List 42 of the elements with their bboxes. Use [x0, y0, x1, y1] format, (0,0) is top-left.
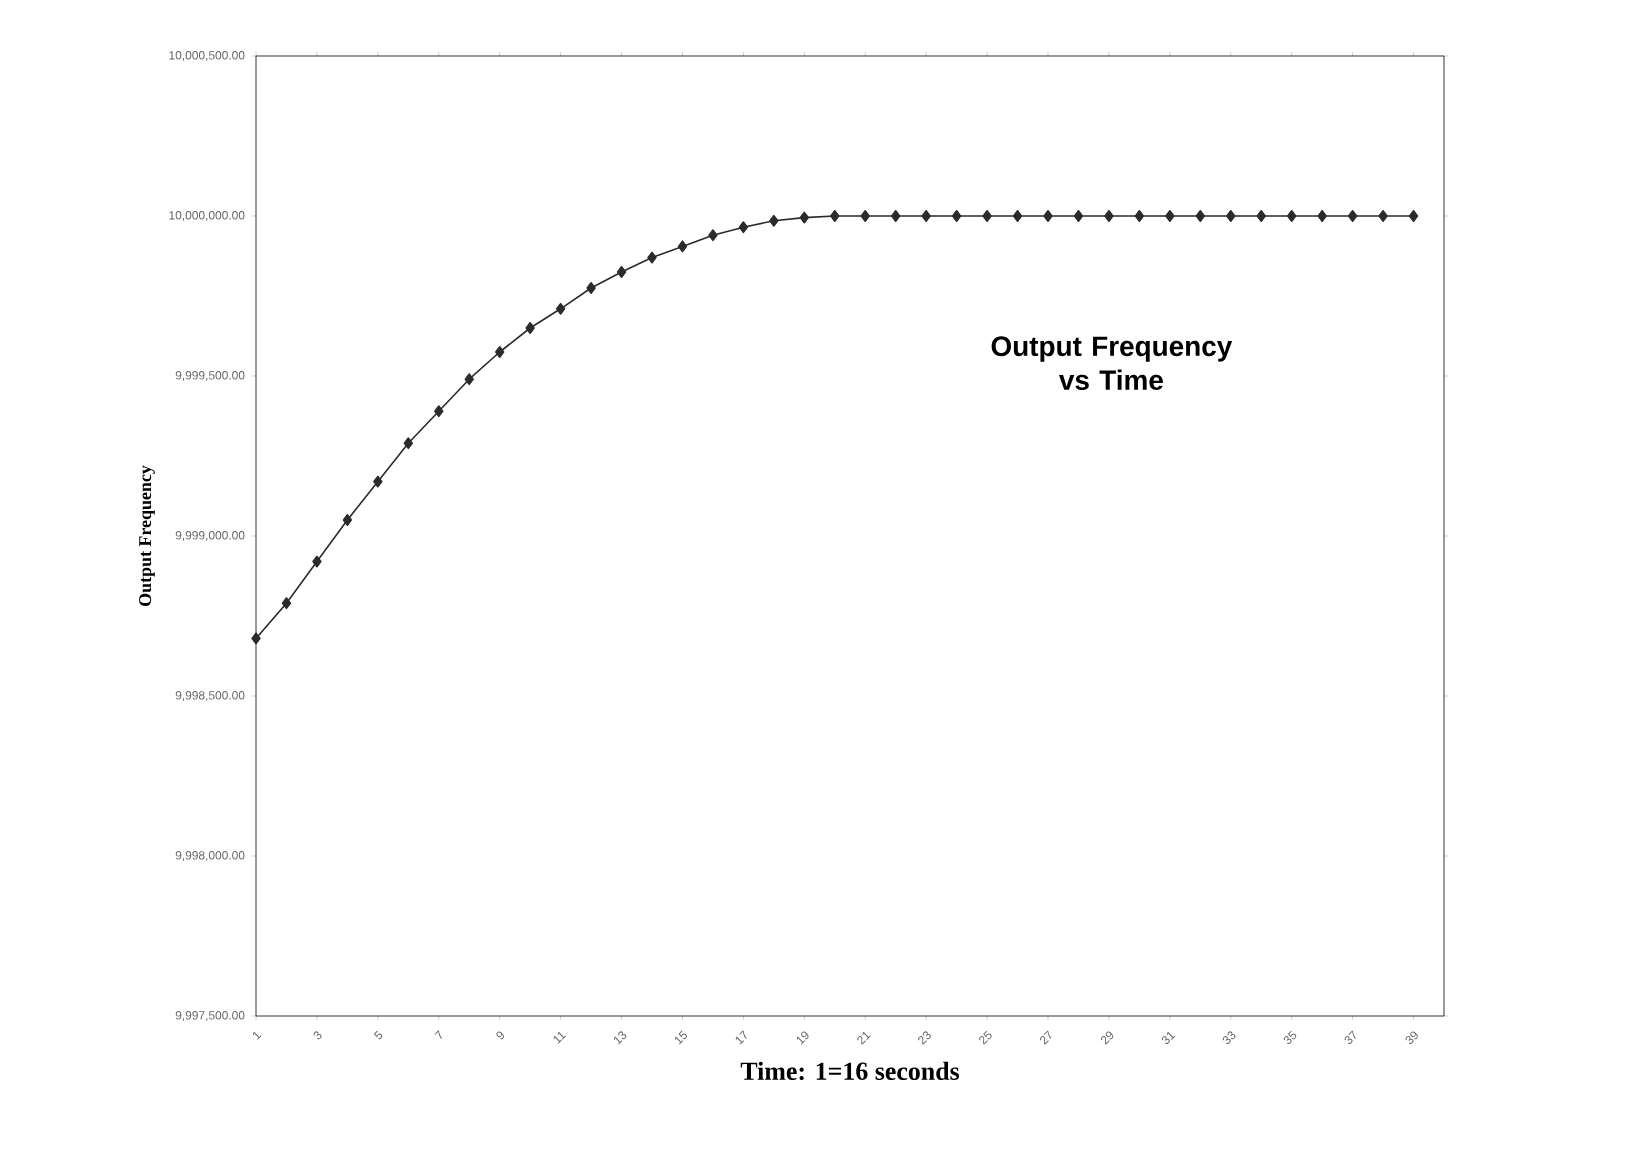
point	[342, 514, 353, 526]
y-axis-title: Output Frequency	[139, 465, 155, 606]
point	[769, 214, 779, 227]
point	[799, 211, 809, 224]
point	[403, 437, 413, 450]
point	[1012, 210, 1023, 222]
point	[830, 210, 840, 222]
text: Output Frequency vs Time	[991, 336, 1233, 391]
point	[525, 322, 535, 334]
point	[1165, 210, 1175, 222]
point	[1378, 210, 1388, 222]
point	[281, 597, 292, 610]
point	[464, 373, 474, 386]
point	[1226, 210, 1236, 222]
point	[586, 282, 596, 294]
point	[891, 210, 901, 222]
point	[312, 555, 322, 568]
point	[738, 221, 749, 234]
point	[677, 240, 688, 253]
point	[373, 475, 383, 488]
point	[495, 346, 505, 358]
point	[1317, 210, 1327, 222]
point	[921, 210, 931, 222]
point	[982, 210, 992, 222]
point	[1287, 210, 1297, 222]
point	[1134, 210, 1145, 222]
point	[951, 210, 962, 222]
point	[860, 210, 870, 222]
point	[616, 266, 627, 278]
point	[1104, 210, 1114, 222]
point	[1347, 210, 1358, 222]
point	[555, 302, 566, 315]
point	[1256, 210, 1266, 222]
point	[1195, 210, 1205, 222]
point	[1073, 210, 1084, 222]
point	[1408, 210, 1419, 222]
point	[434, 405, 444, 418]
x-axis-title: Time: 1=16 seconds	[740, 1061, 960, 1081]
point	[1043, 210, 1053, 222]
point	[251, 632, 261, 645]
point	[708, 229, 718, 242]
point	[647, 251, 657, 264]
